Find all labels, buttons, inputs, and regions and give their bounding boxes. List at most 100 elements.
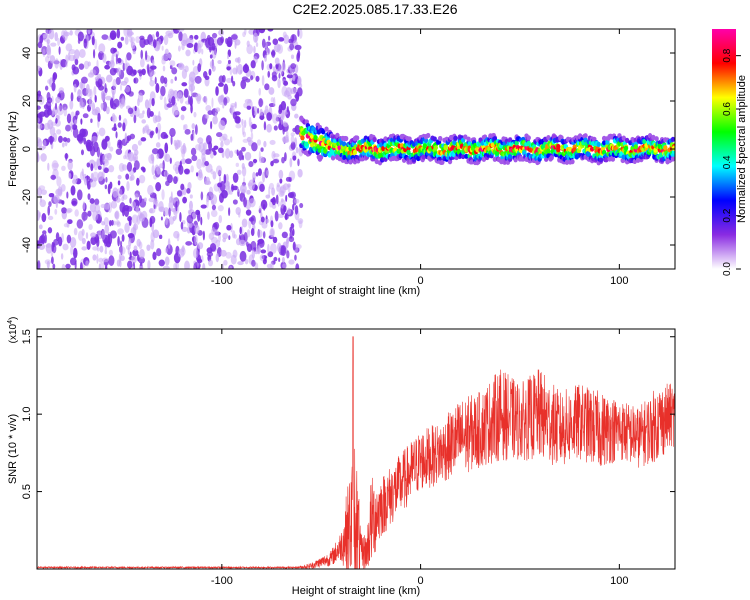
signal-point (481, 156, 487, 162)
noise-blob (241, 218, 248, 228)
colorbar-ticks: 0.0 0.2 0.4 0.6 0.8 (722, 48, 741, 276)
noise-blob (100, 103, 104, 111)
noise-blob (177, 248, 185, 258)
noise-blob (38, 185, 46, 191)
noise-blob (137, 98, 140, 107)
noise-blob (205, 95, 208, 105)
signal-point (670, 136, 675, 142)
noise-blob (170, 191, 173, 203)
noise-blob (142, 167, 146, 173)
noise-blob (133, 114, 137, 124)
noise-blob (44, 56, 50, 63)
noise-blob (54, 102, 58, 111)
noise-blob (281, 70, 285, 77)
noise-blob (290, 98, 297, 107)
noise-blob (74, 209, 79, 217)
noise-blob (144, 50, 148, 61)
noise-blob (118, 253, 122, 263)
noise-blob (294, 254, 297, 261)
noise-blob (62, 137, 68, 142)
noise-blob (280, 245, 287, 257)
noise-blob (180, 106, 187, 112)
noise-blob (212, 171, 217, 180)
noise-blob (37, 105, 41, 110)
noise-blob (152, 229, 160, 239)
noise-blob (240, 79, 247, 90)
noise-blob (161, 189, 165, 201)
noise-blob (202, 230, 205, 241)
noise-blob (48, 201, 52, 207)
noise-blob (211, 32, 218, 39)
noise-blob (289, 43, 295, 51)
noise-blob (66, 234, 72, 244)
noise-blob (124, 85, 131, 93)
noise-blob (79, 262, 83, 269)
noise-blob (267, 29, 274, 32)
snr-y-tick-label: 0.5 (21, 484, 33, 499)
noise-blob (216, 132, 223, 138)
noise-blob (190, 103, 193, 114)
noise-blob (244, 258, 249, 265)
noise-blob (272, 66, 276, 72)
signal-point (463, 134, 468, 140)
noise-blob (56, 105, 64, 116)
noise-blob (294, 44, 302, 51)
noise-blob (100, 90, 106, 102)
noise-blob (213, 145, 219, 150)
noise-blob (51, 82, 56, 92)
noise-blob (264, 54, 268, 62)
noise-blob (40, 189, 48, 195)
noise-blob (293, 198, 300, 204)
noise-blob (126, 181, 130, 192)
noise-blob (162, 160, 165, 171)
noise-blob (223, 97, 228, 106)
noise-blob (255, 75, 260, 82)
noise-blob (223, 259, 228, 266)
noise-blob (175, 261, 180, 269)
noise-blob (50, 121, 57, 127)
noise-blob (261, 60, 264, 71)
signal-point (407, 136, 412, 142)
spectrogram-x-ticks: -100 0 100 (211, 29, 629, 287)
noise-blob (200, 191, 204, 201)
noise-blob (165, 217, 168, 226)
signal-point (343, 135, 349, 142)
noise-blob (160, 85, 166, 97)
noise-blob (283, 80, 289, 86)
noise-blob (41, 213, 47, 223)
signal-point (494, 150, 500, 156)
signal-point (428, 146, 433, 152)
noise-blob (163, 170, 169, 177)
noise-blob (262, 203, 266, 210)
noise-blob (190, 133, 194, 141)
noise-blob (257, 168, 262, 177)
noise-blob (114, 210, 120, 220)
noise-blob (281, 85, 288, 97)
noise-blob (94, 198, 100, 206)
noise-blob (159, 35, 164, 42)
noise-blob (226, 36, 233, 48)
noise-blob (282, 76, 286, 83)
noise-blob (243, 197, 247, 208)
noise-blob (127, 260, 133, 269)
noise-blob (189, 95, 193, 107)
noise-blob (135, 36, 141, 44)
noise-blob (66, 113, 72, 124)
noise-blob (254, 185, 258, 191)
noise-blob (268, 35, 271, 41)
noise-blob (66, 208, 73, 213)
noise-blob (165, 30, 173, 37)
snr-frame (36, 328, 676, 570)
noise-blob (66, 191, 69, 199)
noise-blob (285, 238, 289, 249)
noise-blob (102, 53, 107, 63)
page-title: C2E2.2025.085.17.33.E26 (292, 1, 458, 17)
noise-blob (44, 85, 49, 91)
noise-blob (205, 114, 209, 119)
noise-blob (241, 124, 245, 136)
noise-blob (237, 188, 240, 197)
noise-blob (274, 57, 280, 65)
noise-blob (245, 78, 251, 83)
noise-blob (124, 77, 129, 84)
noise-blob (54, 32, 59, 42)
